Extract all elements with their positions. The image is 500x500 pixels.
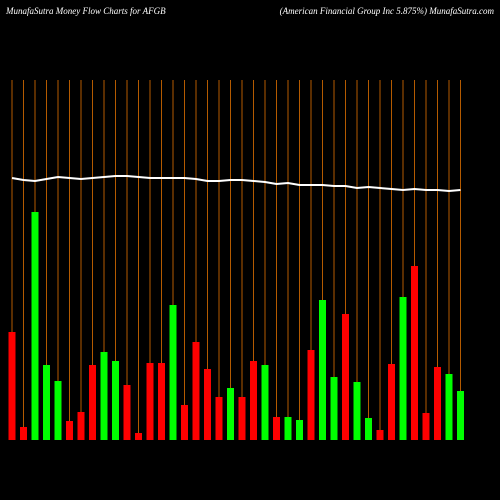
bar (112, 361, 119, 440)
bar (66, 421, 73, 440)
bar (43, 365, 50, 440)
chart-title: MunafaSutra Money Flow Charts for AFGB (5, 6, 166, 16)
bar (284, 417, 292, 440)
bar (296, 420, 303, 440)
bar (158, 363, 165, 440)
bar (169, 305, 177, 440)
bar (342, 314, 349, 440)
bar (307, 350, 315, 440)
bar (54, 381, 62, 440)
bar (422, 413, 430, 440)
bar (227, 388, 234, 440)
bar (135, 433, 142, 440)
bar (261, 365, 269, 440)
bar (434, 367, 441, 440)
bar (100, 352, 108, 440)
bar (20, 427, 27, 440)
bar (215, 397, 223, 440)
bar (457, 391, 464, 440)
bar (238, 397, 246, 440)
bar (31, 212, 39, 440)
bar (445, 374, 453, 440)
bar (89, 365, 96, 440)
bar (192, 342, 200, 440)
bar (181, 405, 188, 440)
bar (353, 382, 361, 440)
bar (77, 412, 85, 440)
bar (204, 369, 211, 440)
bar (411, 266, 418, 440)
bar (250, 361, 257, 440)
bar (399, 297, 407, 440)
bar (8, 332, 16, 440)
bar (319, 300, 326, 440)
money-flow-line (11, 175, 461, 193)
bar (376, 430, 384, 440)
bar (123, 385, 131, 440)
bar (273, 417, 280, 440)
bar (330, 377, 338, 440)
bar (146, 363, 154, 440)
bar (365, 418, 372, 440)
bar (388, 364, 395, 440)
chart-subtitle: (American Financial Group Inc 5.875%) Mu… (280, 6, 495, 16)
